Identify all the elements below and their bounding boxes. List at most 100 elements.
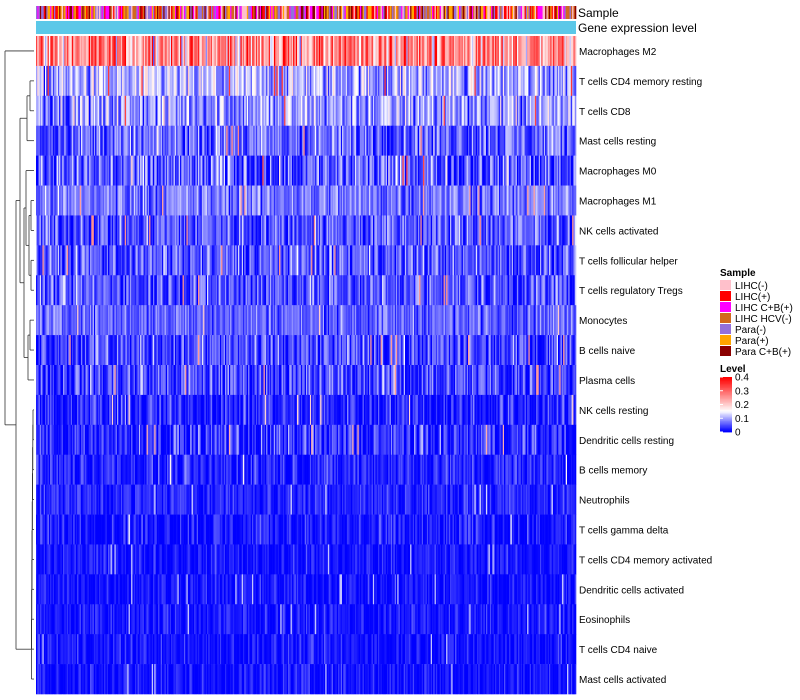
heatmap-cell [182, 155, 185, 186]
sample-annotation-cell [177, 6, 180, 19]
heatmap-cell [534, 65, 537, 97]
heatmap-cell [534, 125, 537, 156]
heatmap-cell [213, 95, 216, 127]
heatmap-cell [523, 125, 525, 156]
sample-annotation-cell [209, 6, 212, 19]
heatmap-cell [523, 95, 525, 127]
heatmap-cell [221, 95, 223, 127]
heatmap-cell [428, 65, 430, 97]
heatmap-cell [477, 155, 479, 186]
sample-annotation-cell [304, 6, 307, 19]
heatmap-cell [177, 155, 180, 186]
heatmap-cell [416, 125, 419, 156]
heatmap-cell [75, 36, 78, 67]
heatmap-cell [401, 36, 403, 67]
heatmap-cell [375, 65, 378, 97]
heatmap-cell [223, 95, 226, 127]
heatmap-cell [496, 155, 498, 186]
heatmap-cell [420, 125, 423, 156]
heatmap-cell [371, 125, 374, 156]
heatmap-cell [371, 36, 374, 67]
heatmap-cell [451, 36, 453, 67]
heatmap-cell [295, 125, 298, 156]
heatmap-cell [563, 95, 565, 127]
sample-annotation-cell [66, 6, 69, 19]
heatmap-cell [164, 36, 167, 67]
heatmap-cell [464, 95, 466, 127]
heatmap-cell [484, 95, 487, 127]
heatmap-cell [280, 95, 282, 127]
heatmap-cell [133, 65, 136, 97]
heatmap-cell [563, 65, 565, 97]
heatmap-cell [473, 65, 475, 97]
heatmap-cell [379, 125, 381, 156]
heatmap-cell [223, 125, 226, 156]
heatmap-cell [183, 65, 186, 97]
heatmap-cell [219, 36, 222, 67]
heatmap-cell [159, 65, 162, 97]
heatmap-cell [299, 36, 302, 67]
heatmap-cell [416, 155, 419, 186]
heatmap-cell [258, 125, 261, 156]
heatmap-cell [420, 155, 423, 186]
heatmap-cell [99, 95, 101, 127]
heatmap-cell [322, 95, 325, 127]
heatmap-cell [348, 65, 351, 97]
heatmap-cell [550, 155, 552, 186]
heatmap-cell [237, 125, 240, 156]
heatmap-cell [563, 155, 565, 186]
heatmap-cell [146, 95, 149, 127]
heatmap-cell [360, 155, 362, 186]
heatmap-cell [564, 95, 567, 127]
heatmap-cell [97, 36, 100, 67]
heatmap-cell [204, 36, 207, 67]
heatmap-cell [549, 125, 551, 156]
sample-annotation-cell [189, 6, 191, 19]
heatmap-cell [91, 36, 93, 67]
sample-annotation-cell [393, 6, 396, 19]
heatmap-cell [567, 36, 569, 67]
heatmap-cell [82, 95, 84, 127]
sample-annotation-cell [371, 6, 374, 19]
heatmap-cell [169, 36, 172, 67]
heatmap-cell [441, 125, 443, 156]
heatmap-cell [254, 36, 257, 67]
heatmap-cell [388, 155, 390, 186]
heatmap-cell [442, 125, 444, 156]
heatmap-cell [93, 95, 96, 127]
heatmap-cell [203, 65, 205, 97]
heatmap-cell [294, 95, 297, 127]
heatmap-cell [370, 65, 372, 97]
heatmap-cell [271, 155, 273, 186]
heatmap-cell [69, 155, 72, 186]
sample-annotation-cell [500, 6, 502, 19]
heatmap-cell [191, 95, 194, 127]
heatmap-cell [451, 95, 453, 127]
heatmap-cell [264, 155, 267, 186]
heatmap-cell [174, 155, 177, 186]
heatmap-cell [465, 36, 468, 67]
heatmap-cell [380, 65, 383, 97]
heatmap-cell [307, 65, 309, 97]
heatmap-cell [468, 125, 470, 156]
heatmap-cell [236, 155, 239, 186]
heatmap-cell [511, 36, 514, 67]
heatmap-cell [397, 36, 399, 67]
heatmap-cell [464, 36, 466, 67]
sample-annotation-cell [117, 6, 119, 19]
heatmap-cell [546, 125, 549, 156]
heatmap-cell [533, 155, 536, 186]
heatmap-cell [217, 36, 219, 67]
heatmap-cell [295, 95, 298, 127]
heatmap-cell [316, 155, 318, 186]
heatmap-cell [137, 125, 140, 156]
heatmap-cell [464, 125, 466, 156]
heatmap-cell [279, 36, 281, 67]
heatmap-cell [145, 65, 147, 97]
heatmap-cell [203, 125, 205, 156]
heatmap-cell [36, 125, 38, 156]
heatmap-cell [298, 36, 300, 67]
sample-annotation-cell [272, 6, 275, 19]
heatmap-cell [433, 155, 435, 186]
heatmap-cell [41, 36, 43, 67]
